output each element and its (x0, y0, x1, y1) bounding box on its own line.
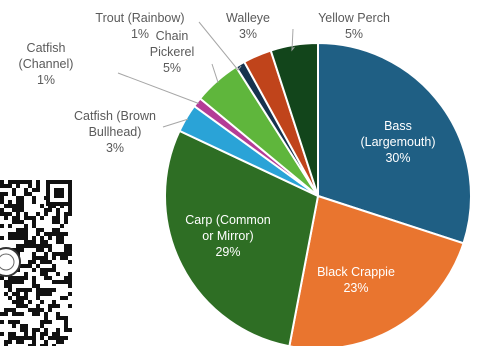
slice-name-label: Catfish (27, 41, 66, 55)
qr-code-image (0, 178, 74, 346)
slice-name-label: (Channel) (19, 57, 74, 71)
slice-percent-label: 1% (131, 27, 149, 41)
slice-label-black-crappie: Black Crappie 23% (317, 265, 395, 295)
slice-label-yellow-perch: Yellow Perch 5% (318, 11, 390, 41)
slice-name-label: Catfish (Brown (74, 109, 156, 123)
slice-percent-label: 5% (163, 61, 181, 75)
slice-name-label: Chain (156, 29, 189, 43)
slice-name-label: or Mirror) (202, 229, 253, 243)
slice-percent-label: 29% (215, 245, 240, 259)
slice-percent-label: 3% (106, 141, 124, 155)
leader-line-yellow-perch (291, 28, 295, 52)
slice-label-bass-largemouth: Bass (Largemouth) 30% (360, 119, 435, 165)
slice-percent-label: 30% (385, 151, 410, 165)
slice-name-label: Bass (384, 119, 412, 133)
slice-name-label: Carp (Common (185, 213, 270, 227)
slice-name-label: (Largemouth) (360, 135, 435, 149)
slice-percent-label: 1% (37, 73, 55, 87)
slice-name-label: Trout (Rainbow) (95, 11, 184, 25)
slice-label-walleye: Walleye 3% (226, 11, 270, 41)
slice-percent-label: 5% (345, 27, 363, 41)
pie-slices (164, 41, 472, 346)
slice-labels: Bass (Largemouth) 30% Black Crappie 23% Carp … (19, 11, 436, 295)
slice-label-catfish-channel: Catfish (Channel) 1% (19, 41, 74, 87)
pie-slice-black-crappie (288, 194, 465, 346)
slice-label-catfish-brown-bullhead: Catfish (Brown Bullhead) 3% (74, 109, 156, 155)
slice-name-label: Yellow Perch (318, 11, 390, 25)
slice-percent-label: 3% (239, 27, 257, 41)
slice-name-label: Pickerel (150, 45, 194, 59)
slice-label-trout-rainbow: Trout (Rainbow) 1% (95, 11, 184, 41)
pie-slice-bass-largemouth (317, 41, 472, 245)
slice-name-label: Walleye (226, 11, 270, 25)
leader-line-catfish-channel (117, 72, 199, 104)
slice-label-chain-pickerel: Chain Pickerel 5% (150, 29, 194, 75)
slice-name-label: Bullhead) (89, 125, 142, 139)
pie-slice-carp-common-or-mirror (164, 129, 320, 346)
pie-slice-yellow-perch (269, 41, 319, 197)
label-leader-lines (117, 21, 295, 128)
leader-line-chain-pickerel (211, 63, 219, 83)
slice-percent-label: 23% (343, 281, 368, 295)
slice-name-label: Black Crappie (317, 265, 395, 279)
leader-line-catfish-brown-bullhead (162, 118, 189, 128)
leader-line-trout-rainbow (198, 21, 242, 71)
slice-label-carp-common-or-mirror: Carp (Common or Mirror) 29% (185, 213, 270, 259)
